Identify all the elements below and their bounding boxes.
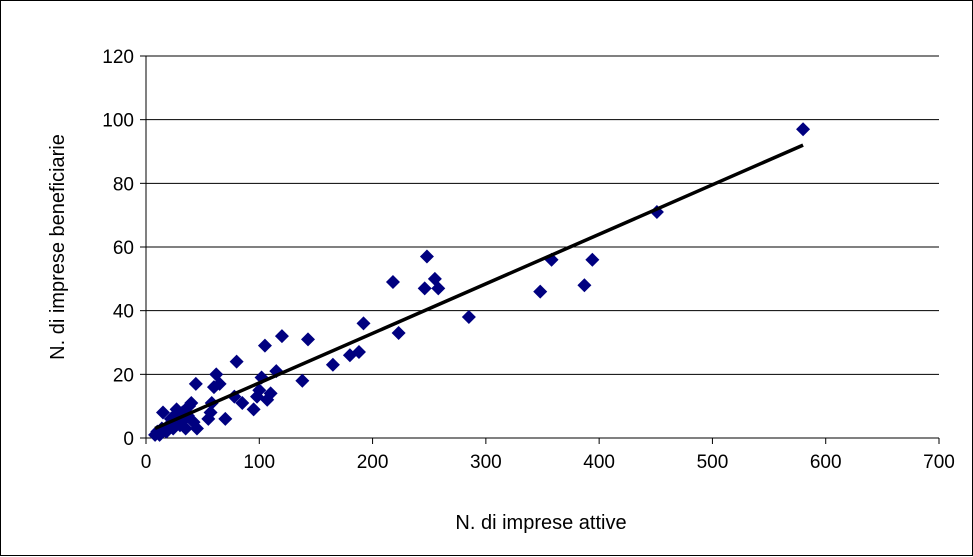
x-tick-label: 500 <box>697 452 729 473</box>
data-point <box>203 405 218 420</box>
y-tick-label: 40 <box>113 302 134 323</box>
data-point <box>351 345 366 360</box>
y-tick-label: 20 <box>113 365 134 386</box>
data-points <box>148 122 811 442</box>
data-point <box>229 354 244 369</box>
x-tick-label: 400 <box>583 452 615 473</box>
data-point <box>189 421 204 436</box>
data-point <box>431 281 446 296</box>
data-point <box>461 310 476 325</box>
y-tick-label: 60 <box>113 238 134 259</box>
y-tick-label: 120 <box>102 47 134 68</box>
data-point <box>300 332 315 347</box>
gridlines <box>146 55 939 375</box>
x-tick-label: 200 <box>357 452 389 473</box>
data-point <box>184 395 199 410</box>
data-point <box>419 249 434 264</box>
y-tick-label: 100 <box>102 111 134 132</box>
x-tick-label: 0 <box>141 452 152 473</box>
data-point <box>155 405 170 420</box>
data-point <box>796 122 811 137</box>
x-tick-label: 700 <box>923 452 955 473</box>
data-point <box>385 275 400 290</box>
data-point <box>235 395 250 410</box>
trendline <box>154 143 804 431</box>
data-point <box>325 357 340 372</box>
y-axis-title: N. di imprese beneficiarie <box>47 134 69 360</box>
y-tick-label: 0 <box>123 429 134 450</box>
data-point <box>252 383 267 398</box>
data-point <box>188 376 203 391</box>
data-point <box>212 376 227 391</box>
y-tick-label: 80 <box>113 174 134 195</box>
data-point <box>295 373 310 388</box>
data-point <box>257 338 272 353</box>
x-tick-label: 600 <box>810 452 842 473</box>
data-point <box>178 421 193 436</box>
data-point <box>533 284 548 299</box>
x-tick-label: 100 <box>243 452 275 473</box>
data-point <box>585 252 600 267</box>
tick-labels: 0 20 40 60 80 100 120 0 100 200 300 400 500 600 700 <box>102 47 955 473</box>
data-point <box>274 329 289 344</box>
data-point <box>263 386 278 401</box>
trendline-layer <box>154 143 804 431</box>
axes <box>140 55 940 444</box>
data-point <box>577 278 592 293</box>
data-point <box>391 325 406 340</box>
data-point <box>246 402 261 417</box>
data-point <box>218 411 233 426</box>
data-point <box>417 281 432 296</box>
data-point <box>356 316 371 331</box>
x-tick-label: 300 <box>470 452 502 473</box>
x-axis-title: N. di imprese attive <box>455 512 626 534</box>
